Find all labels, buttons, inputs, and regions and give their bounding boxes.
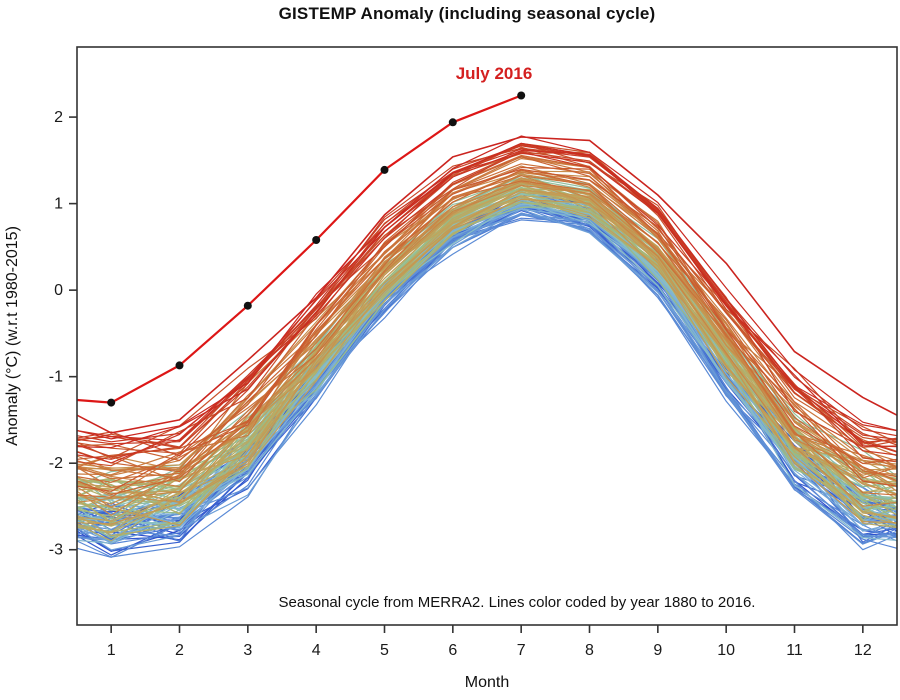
year-line: [76, 135, 898, 440]
x-tick-label: 2: [175, 642, 184, 659]
y-tick-label: -2: [49, 455, 63, 472]
footnote-annotation: Seasonal cycle from MERRA2. Lines color …: [278, 594, 756, 611]
x-tick-label: 7: [517, 642, 526, 659]
year-line: [76, 166, 898, 465]
x-tick-label: 4: [312, 642, 321, 659]
point-2016: [175, 361, 184, 370]
x-tick-label: 10: [717, 642, 735, 659]
line-2016: [76, 94, 522, 404]
year-line: [76, 168, 898, 492]
year-line: [76, 201, 898, 517]
year-line: [76, 188, 898, 499]
year-line: [76, 188, 898, 526]
y-axis-title: Anomaly (°C) (w.r.t 1980-2015): [4, 226, 21, 446]
y-tick-label: -1: [49, 369, 63, 386]
year-line: [76, 198, 898, 525]
year-line: [76, 212, 898, 551]
year-line: [76, 188, 898, 500]
x-tick-label: 12: [854, 642, 872, 659]
year-line: [76, 150, 898, 448]
year-line: [76, 156, 898, 473]
point-2016: [448, 118, 457, 127]
point-2016: [380, 165, 389, 174]
july-2016-annotation: July 2016: [455, 64, 533, 83]
x-tick-label: 5: [380, 642, 389, 659]
y-tick-label: 0: [54, 282, 63, 299]
chart-title: GISTEMP Anomaly (including seasonal cycl…: [278, 4, 656, 23]
x-tick-label: 1: [107, 642, 116, 659]
x-axis-title: Month: [464, 674, 510, 691]
year-line: [76, 180, 898, 480]
year-line: [76, 149, 898, 442]
y-tick-label: 1: [54, 196, 63, 213]
point-2016: [243, 301, 252, 310]
plot-box: [76, 46, 898, 626]
year-line: [76, 174, 898, 507]
year-line: [76, 142, 898, 449]
year-line: [76, 203, 898, 511]
x-tick-label: 6: [448, 642, 457, 659]
x-tick-label: 11: [786, 642, 803, 659]
year-line: [76, 136, 898, 434]
y-tick-label: 2: [54, 109, 63, 126]
x-tick-label: 3: [243, 642, 252, 659]
x-tick-label: 8: [585, 642, 594, 659]
y-tick-label: -3: [49, 542, 63, 559]
point-2016: [517, 91, 526, 100]
year-line: [76, 184, 898, 508]
year-line: [76, 169, 898, 496]
point-2016: [107, 398, 116, 407]
year-line: [76, 189, 898, 504]
point-2016: [312, 236, 321, 244]
x-tick-label: 9: [653, 642, 662, 659]
year-line: [76, 201, 898, 544]
year-line: [76, 144, 898, 449]
